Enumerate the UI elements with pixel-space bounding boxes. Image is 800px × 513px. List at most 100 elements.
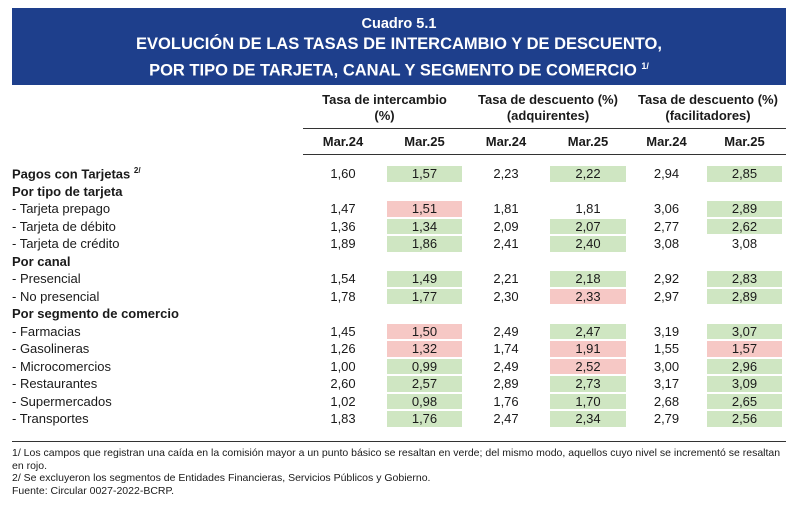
value-cell: 2,68 <box>630 393 703 411</box>
value-cell: 3,09 <box>703 375 786 393</box>
table-row: - Tarjeta de crédito 1,89 1,86 2,41 2,40 3,08… <box>12 235 786 253</box>
row-label: Pagos con Tarjetas 2/ <box>12 165 303 183</box>
row-label-text: - Transportes <box>12 411 89 427</box>
value-cell: 3,17 <box>630 375 703 393</box>
value-cell: 2,89 <box>703 200 786 218</box>
row-label-text: - Farmacias <box>12 323 81 339</box>
value-cell: 2,52 <box>546 358 630 376</box>
value-text: 1,47 <box>330 201 356 216</box>
value-text: 2,56 <box>707 411 782 427</box>
value-text: 2,62 <box>707 218 782 234</box>
period-header: Mar.25 <box>546 128 630 155</box>
value-text: 1,86 <box>387 236 462 252</box>
value-cell: 2,49 <box>466 358 546 376</box>
value-cell: 3,08 <box>630 235 703 253</box>
value-text: 2,79 <box>653 411 680 426</box>
value-cell: 2,97 <box>630 288 703 306</box>
group-header-discount-facilitators: Tasa de descuento (%) (facilitadores) <box>630 92 786 129</box>
value-cell: 2,77 <box>630 218 703 236</box>
value-text: 1,00 <box>330 358 356 374</box>
group-header-line-2: (adquirentes) <box>506 108 590 123</box>
value-text: 2,47 <box>493 411 519 426</box>
row-label: - Tarjeta prepago <box>12 200 303 218</box>
period-header-row: Mar.24 Mar.25 Mar.24 Mar.25 Mar.24 Mar.2… <box>12 128 786 155</box>
value-cell: 2,79 <box>630 410 703 428</box>
footnotes: 1/ Los campos que registran una caída en… <box>12 447 786 497</box>
value-cell: 2,60 <box>303 375 383 393</box>
table-row: - No presencial 1,78 1,77 2,30 2,33 2,97 2,89 <box>12 288 786 306</box>
value-cell: 2,49 <box>466 323 546 341</box>
table-row: - Restaurantes 2,60 2,57 2,89 2,73 3,17 3,09 <box>12 375 786 393</box>
value-cell: 1,60 <box>303 165 383 183</box>
value-text: 1,55 <box>653 341 680 356</box>
source-note: Fuente: Circular 0027-2022-BCRP. <box>12 484 175 497</box>
row-label-text: - Gasolineras <box>12 341 90 357</box>
value-cell: 2,47 <box>546 323 630 341</box>
period-header: Mar.24 <box>466 128 546 155</box>
value-text: 2,21 <box>493 271 519 286</box>
value-text: 1,76 <box>387 411 462 427</box>
value-text: 1,32 <box>387 341 462 357</box>
table-row: - Farmacias 1,45 1,50 2,49 2,47 3,19 3,07 <box>12 323 786 341</box>
value-text: 1,49 <box>387 271 462 287</box>
value-cell: 1,91 <box>546 340 630 358</box>
row-label-text: - Presencial <box>12 271 81 287</box>
group-header-line-2: (%) <box>374 108 395 123</box>
value-cell: 2,92 <box>630 270 703 288</box>
row-label: - Restaurantes <box>12 375 303 393</box>
group-header-line-1: Tasa de descuento (%) <box>638 92 778 107</box>
value-text: 3,08 <box>731 236 758 251</box>
value-text: 1,74 <box>493 341 519 356</box>
value-text: 2,34 <box>550 411 626 427</box>
value-cell: 1,78 <box>303 288 383 306</box>
value-cell: 0,98 <box>383 393 466 411</box>
value-cell: 0,99 <box>383 358 466 376</box>
value-cell: 1,45 <box>303 323 383 341</box>
value-text: 3,17 <box>653 376 680 391</box>
value-text: 3,07 <box>707 323 782 339</box>
value-text: 2,57 <box>387 376 462 392</box>
category-label: Por canal <box>12 253 71 269</box>
value-text: 3,00 <box>653 358 680 374</box>
value-text: 2,94 <box>653 166 680 181</box>
value-cell: 2,65 <box>703 393 786 411</box>
value-text: 1,89 <box>330 236 356 251</box>
value-text: 1,34 <box>387 218 462 234</box>
row-label: - No presencial <box>12 288 303 306</box>
value-cell: 1,26 <box>303 340 383 358</box>
value-text: 1,54 <box>330 271 356 286</box>
value-text: 2,89 <box>707 201 782 217</box>
table-title-line-2-text: POR TIPO DE TARJETA, CANAL Y SEGMENTO DE… <box>149 61 637 80</box>
value-cell: 1,55 <box>630 340 703 358</box>
value-cell: 2,47 <box>466 410 546 428</box>
value-text: 3,19 <box>653 323 680 339</box>
value-text: 3,09 <box>707 376 782 392</box>
value-text: 2,40 <box>550 236 626 252</box>
value-text: 1,83 <box>330 411 356 426</box>
row-label-text: - Microcomercios <box>12 358 111 374</box>
row-label: - Gasolineras <box>12 340 303 358</box>
value-cell: 2,89 <box>703 288 786 306</box>
value-cell: 1,50 <box>383 323 466 341</box>
value-text: 1,45 <box>330 323 356 339</box>
value-text: 2,09 <box>493 218 519 234</box>
value-cell: 2,57 <box>383 375 466 393</box>
group-header-line-1: Tasa de intercambio <box>322 92 447 107</box>
value-text: 1,60 <box>330 166 356 181</box>
row-label: - Transportes <box>12 410 303 428</box>
table-row: - Tarjeta de débito 1,36 1,34 2,09 2,07 2,77 2… <box>12 218 786 236</box>
value-cell: 2,83 <box>703 270 786 288</box>
value-text: 2,52 <box>550 358 626 374</box>
value-text: 2,92 <box>653 271 680 286</box>
value-cell: 1,70 <box>546 393 630 411</box>
category-row: Por segmento de comercio <box>12 305 786 323</box>
table-row: - Transportes 1,83 1,76 2,47 2,34 2,79 2,56 <box>12 410 786 428</box>
table-row: - Supermercados 1,02 0,98 1,76 1,70 2,68 2,65 <box>12 393 786 411</box>
value-cell: 2,33 <box>546 288 630 306</box>
table-bottom-rule <box>12 441 786 442</box>
category-row: Por tipo de tarjeta <box>12 183 786 201</box>
value-cell: 1,36 <box>303 218 383 236</box>
category-label: Por tipo de tarjeta <box>12 183 123 199</box>
value-cell: 3,19 <box>630 323 703 341</box>
value-cell: 1,81 <box>466 200 546 218</box>
